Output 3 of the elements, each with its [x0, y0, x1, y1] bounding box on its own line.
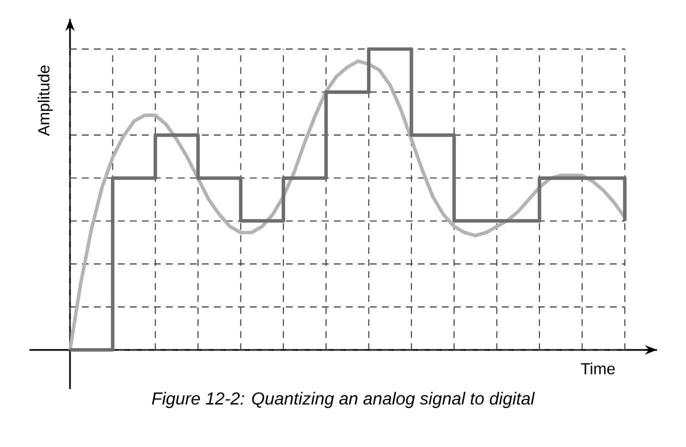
caption: Figure 12-2: Quantizing an analog signal to digital	[152, 392, 535, 408]
x-axis-title: Time	[580, 362, 615, 374]
y-axis-title: Amplitude	[38, 66, 53, 136]
